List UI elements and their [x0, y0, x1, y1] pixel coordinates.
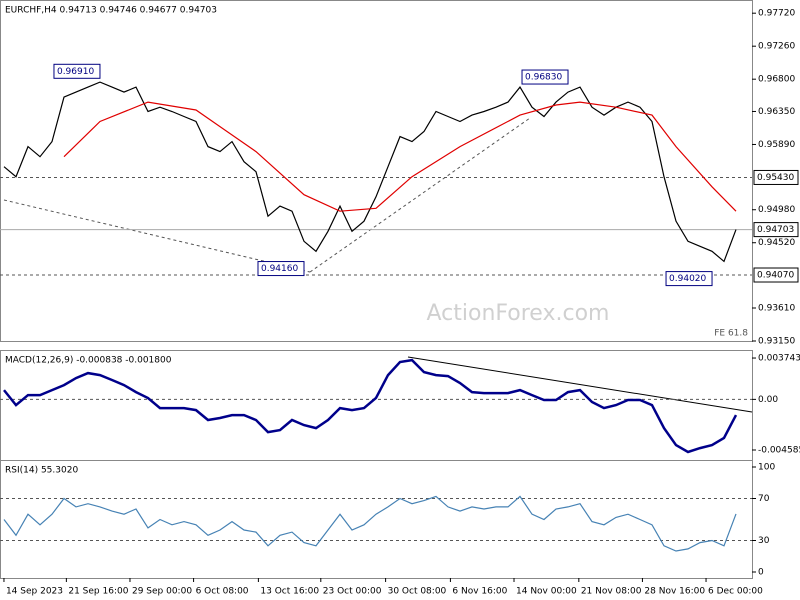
x-tick-label: 21 Sep 16:00: [68, 587, 128, 597]
y-tick-label: 0.97260: [758, 42, 795, 52]
annotation-label: 0.96910: [57, 67, 94, 77]
x-tick-label: 13 Oct 16:00: [260, 587, 319, 597]
y-tick-label: 0.93150: [758, 337, 795, 347]
y-tick-label: 0.003743: [758, 354, 800, 364]
current-price-label: 0.94703: [757, 225, 794, 235]
y-tick-label: 30: [758, 536, 770, 546]
note: FE 61.8: [714, 329, 748, 339]
x-tick-label: 30 Oct 08:00: [388, 587, 447, 597]
y-tick-label: 0.93610: [758, 304, 795, 314]
y-tick-label: 0: [758, 568, 764, 578]
x-tick-label: 14 Sep 2023: [6, 587, 63, 597]
y-tick-label: 100: [758, 462, 775, 472]
rsi-panel: [0, 460, 753, 579]
macd-trendline: [407, 356, 753, 413]
x-tick-label: 14 Nov 00:00: [516, 587, 577, 597]
x-tick-label: 6 Dec 00:00: [708, 587, 763, 597]
annotation-box: [665, 271, 713, 287]
panel-title: MACD(12,26,9) -0.000838 -0.001800: [5, 356, 172, 366]
current-price-box: [753, 222, 799, 238]
level-label: 0.95430: [757, 173, 794, 183]
y-tick-label: -0.004585: [758, 446, 800, 456]
x-tick-label: 29 Sep 00:00: [132, 587, 192, 597]
trendline: [3, 199, 311, 273]
y-tick-label: 0.96800: [758, 75, 795, 85]
y-tick-label: 0.97720: [758, 9, 795, 19]
x-tick-label: 21 Nov 08:00: [581, 587, 642, 597]
annotation-box: [257, 261, 305, 277]
y-tick-label: 0.00: [758, 395, 778, 405]
series-line: [3, 358, 738, 454]
panel-title: RSI(14) 55.3020: [5, 466, 78, 476]
series-line: [3, 495, 737, 552]
level-label-box: [753, 169, 799, 185]
annotation-box: [53, 63, 101, 79]
annotation-label: 0.96830: [525, 73, 562, 83]
y-tick-label: 0.95890: [758, 140, 795, 150]
annotation-label: 0.94020: [669, 274, 706, 284]
y-tick-label: 0.96350: [758, 107, 795, 117]
level-label: 0.94070: [757, 271, 794, 281]
level-label-box: [753, 267, 799, 283]
y-tick-label: 0.94980: [758, 205, 795, 215]
y-tick-label: 0.94520: [758, 238, 795, 248]
x-tick-label: 23 Oct 00:00: [323, 587, 382, 597]
trendline: [309, 117, 531, 273]
x-tick-label: 6 Oct 08:00: [196, 587, 249, 597]
x-tick-label: 6 Nov 16:00: [452, 587, 507, 597]
price-panel: [0, 0, 753, 342]
watermark: ActionForex.com: [427, 301, 610, 326]
series-line: [63, 101, 737, 212]
panel-title: EURCHF,H4 0.94713 0.94746 0.94677 0.9470…: [5, 6, 217, 16]
x-tick-label: 28 Nov 16:00: [644, 587, 705, 597]
annotation-box: [521, 69, 569, 85]
annotation-label: 0.94160: [261, 264, 298, 274]
y-tick-label: 70: [758, 494, 770, 504]
